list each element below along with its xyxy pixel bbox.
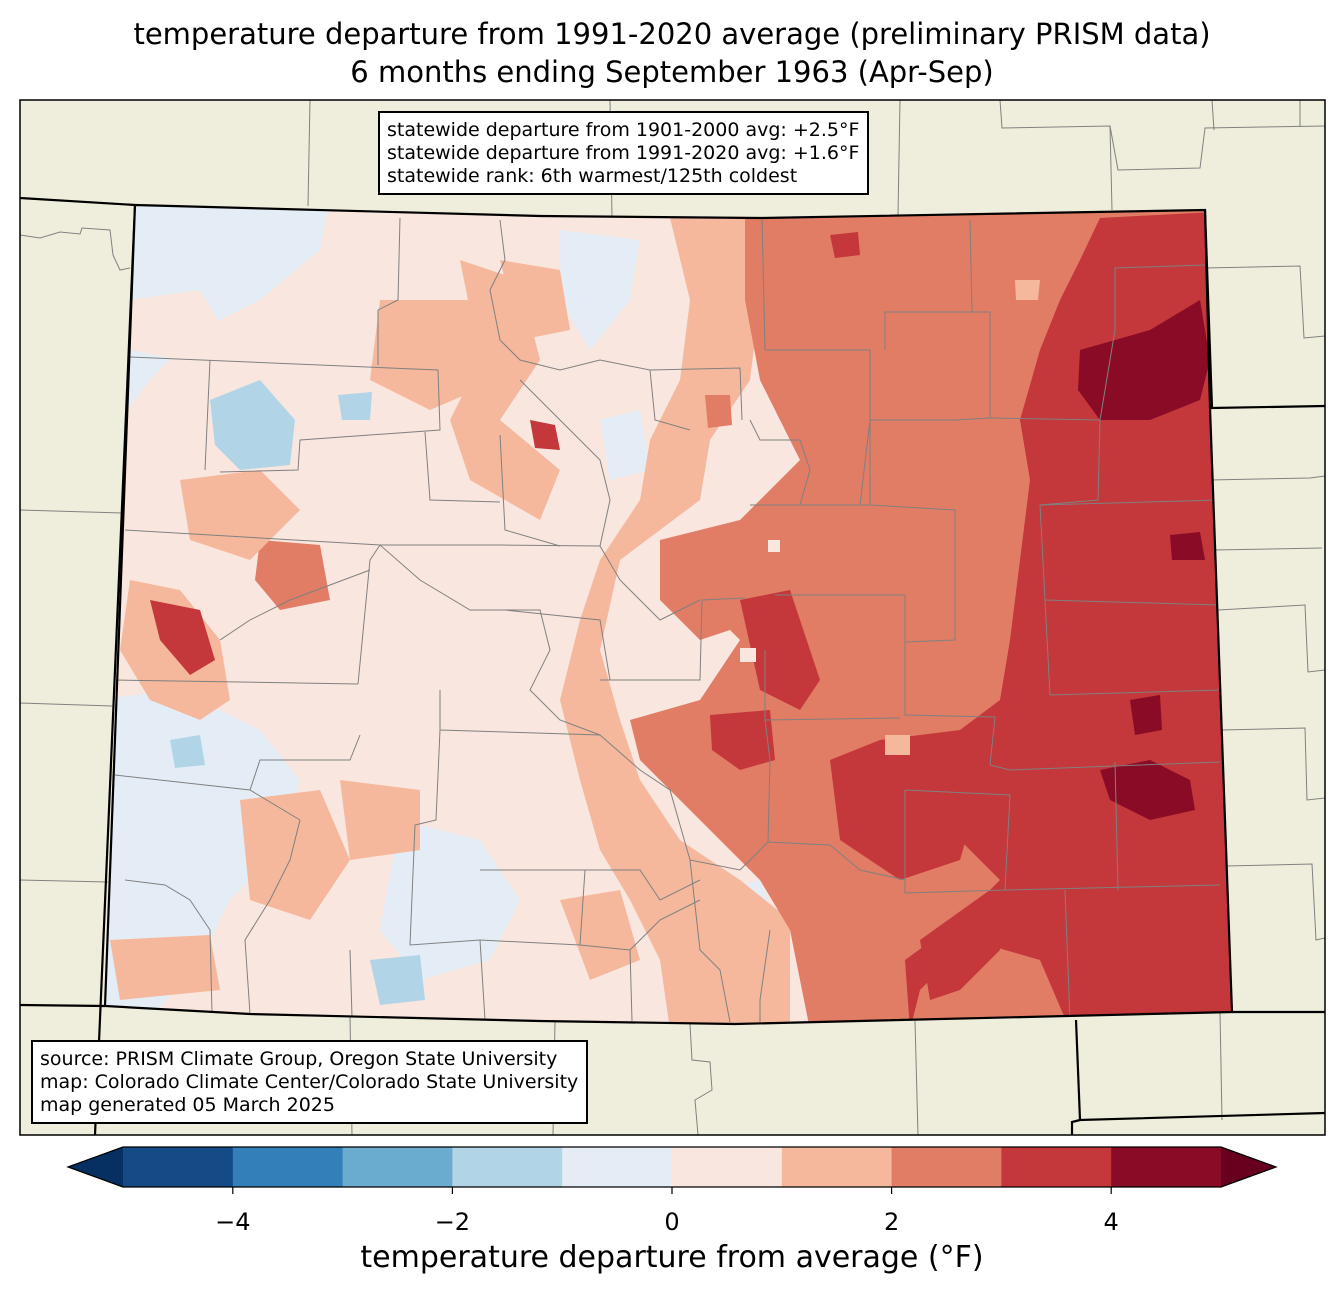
colorbar-tick-label: −2 (434, 1208, 471, 1236)
colorbar-over-arrow (1221, 1147, 1276, 1187)
map-frame (19, 99, 1326, 1136)
stats-departure-1901-2000: statewide departure from 1901-2000 avg: … (387, 119, 860, 141)
colorbar-bin-3 (452, 1147, 563, 1187)
colorbar-outline (66, 1146, 1278, 1188)
colorbar-bin-8 (1001, 1147, 1112, 1187)
colorbar-tick-label: −4 (215, 1208, 251, 1236)
map-title-line1: temperature departure from 1991-2020 ave… (133, 17, 1211, 51)
stats-rank: statewide rank: 6th warmest/125th coldes… (387, 165, 798, 187)
colorbar-bin-6 (781, 1147, 893, 1187)
colorbar-bin-2 (342, 1147, 453, 1187)
colorbar-bin-5 (672, 1147, 783, 1187)
colorbar-bin-0 (123, 1147, 234, 1187)
statewide-stats-box: statewide departure from 1901-2000 avg: … (378, 111, 870, 195)
map-title-line2: 6 months ending September 1963 (Apr-Sep) (350, 55, 994, 89)
generation-date: map generated 05 March 2025 (40, 1094, 335, 1116)
source-credit: source: PRISM Climate Group, Oregon Stat… (40, 1048, 558, 1070)
source-box: source: PRISM Climate Group, Oregon Stat… (31, 1040, 589, 1124)
colorbar-tick-label: 4 (1103, 1208, 1119, 1236)
map-credit: map: Colorado Climate Center/Colorado St… (40, 1071, 579, 1093)
colorado-border (103, 203, 1234, 1026)
colorbar-bin-7 (891, 1147, 1002, 1187)
colorbar-tick-label: 2 (883, 1208, 900, 1236)
colorado-temperature-field (105, 205, 1232, 1024)
neighbor-county-lines (20, 100, 1325, 1135)
colorbar-bin-1 (232, 1147, 344, 1187)
colorbar-tick-label: 0 (664, 1208, 680, 1236)
colorbar-under-arrow (68, 1147, 123, 1187)
colorbar-bin-9 (1111, 1147, 1222, 1187)
colorbar (66, 1146, 1278, 1194)
stats-departure-1991-2020: statewide departure from 1991-2020 avg: … (387, 142, 860, 164)
colorbar-bin-4 (562, 1147, 673, 1187)
colorbar-label: temperature departure from average (°F) (360, 1240, 984, 1275)
